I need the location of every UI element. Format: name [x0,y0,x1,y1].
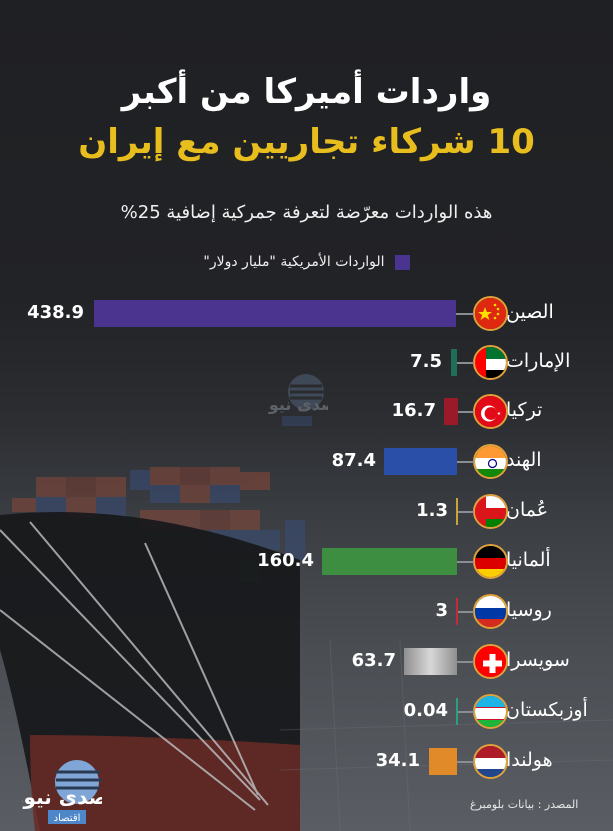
bar [456,598,458,625]
bar [451,349,457,376]
bar [429,748,457,775]
bar-row-india: الهند 87.4 [0,440,613,484]
netherlands-flag-icon [473,744,508,779]
connector-line [456,511,474,513]
connector-line [456,461,474,463]
brand-text: صدى نيوز [22,785,102,809]
country-label: الصين [506,301,554,323]
bar-value: 0.04 [403,700,448,721]
bar-value: 63.7 [351,650,396,671]
bar-row-switzerland: سويسرا 63.7 [0,640,613,684]
bar-value: 87.4 [331,450,376,471]
legend: الواردات الأمريكية "مليار دولار" [0,254,613,270]
connector-line [456,313,474,315]
bar [94,300,456,327]
country-label: هولندا [506,749,553,771]
country-label: الإمارات [506,350,571,372]
turkey-flag-icon [473,394,508,429]
title-line-1: واردات أميركا من أكبر [121,72,492,112]
bar-value: 160.4 [257,550,314,571]
bar-value: 1.3 [416,500,448,521]
bar-row-turkey: تركيا 16.7 [0,390,613,434]
bar [322,548,457,575]
watermark-center: صدى نيوز [259,370,336,430]
oman-flag-icon [473,494,508,529]
connector-line [456,362,474,364]
connector-line [456,411,474,413]
bar-row-russia: روسيا 3 [0,590,613,634]
title-line-2: 10 شركاء تجاريين مع إيران [78,122,535,162]
bar-value: 3 [435,600,448,621]
bar-value: 16.7 [391,400,436,421]
legend-label: الواردات الأمريكية "مليار دولار" [203,254,385,270]
country-label: أوزبكستان [506,699,588,721]
connector-line [456,611,474,613]
connector-line [456,761,474,763]
india-flag-icon [473,444,508,479]
subtitle: هذه الواردات معرّضة لتعرفة جمركية إضافية… [120,202,493,223]
uae-flag-icon [473,345,508,380]
russia-flag-icon [473,594,508,629]
legend-swatch [394,254,410,270]
watermark-logo-icon: صدى نيوز [259,374,336,426]
brand-section-text: اقتصاد [54,813,81,824]
connector-line [456,661,474,663]
bar [456,698,458,725]
bar-row-china: الصين 438.9 [0,292,613,336]
bar [404,648,457,675]
bar-row-oman: عُمان 1.3 [0,490,613,534]
country-label: سويسرا [506,649,570,671]
bar [456,498,458,525]
brand-logo-icon: صدى نيوز اقتصاد [11,760,108,824]
bar-row-uae: الإمارات 7.5 [0,341,613,385]
country-label: تركيا [506,399,543,421]
country-label: ألمانيا [506,549,551,571]
country-label: الهند [506,449,542,471]
connector-line [456,561,474,563]
bar-row-uzbekistan: أوزبكستان 0.04 [0,690,613,734]
watermark-brand-text: صدى نيوز [268,395,328,414]
bar [384,448,457,475]
switzerland-flag-icon [473,644,508,679]
source-note: المصدر : بيانات بلومبرغ [470,798,579,811]
china-flag-icon [473,296,508,331]
watermark-logo-bottom: صدى نيوز اقتصاد [11,760,108,826]
uzbekistan-flag-icon [473,694,508,729]
bar-row-germany: ألمانيا 160.4 [0,540,613,584]
bar [444,398,458,425]
country-label: عُمان [506,499,549,521]
bar-value: 34.1 [375,750,420,771]
germany-flag-icon [473,544,508,579]
connector-line [456,711,474,713]
bar-row-netherlands: هولندا 34.1 [0,740,613,784]
country-label: روسيا [506,599,552,621]
bar-value: 438.9 [27,302,84,323]
bar-value: 7.5 [410,351,442,372]
